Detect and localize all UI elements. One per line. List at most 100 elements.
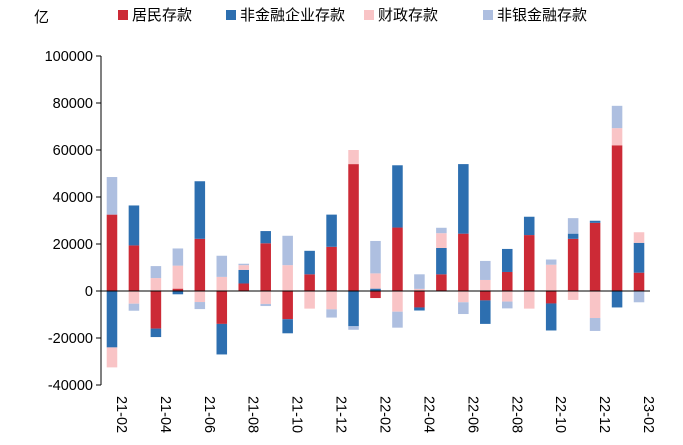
bar-segment-s1-21-11 [304,250,315,275]
plot-area: 100000 80000 60000 40000 20000 0 -20000 -40000 2… [45,49,656,433]
x-tick-label: 22-08 [508,396,524,433]
bar-segment-s0-22-01 [348,164,359,291]
bar-segment-s1-22-11 [567,233,579,239]
bar-segment-s0-22-03 [392,227,403,291]
legend: 居民存款 非金融企业存款 财政存款 非银金融存款 [118,6,587,24]
bar-segment-s3-22-04 [414,274,425,289]
bar-segment-s3-21-06 [194,302,206,310]
bar-segment-s0-22-06 [458,233,469,291]
bar-segment-s1-21-06 [194,181,206,239]
bar-segment-s2-21-08 [238,265,250,270]
x-tick-label: 22-12 [596,396,612,433]
bar-segment-s0-21-09 [260,243,271,291]
y-tick-label: 80000 [53,96,93,112]
bar-segment-s2-22-04 [414,288,425,291]
bar-segment-s0-22-07 [480,291,491,301]
bar-segment-s0-21-12 [326,246,337,291]
bar-segment-s2-22-02 [370,273,381,289]
legend-label: 居民存款 [132,6,192,24]
bar-segment-s2-21-07 [216,276,228,291]
bar-segment-s3-23-01 [611,105,623,129]
bar-segment-s0-21-04 [150,291,162,329]
legend-label: 非银金融存款 [497,6,587,24]
bar-segment-s0-22-12 [589,222,601,291]
bar-segment-s1-21-05 [172,291,184,295]
bar-segment-s1-22-01 [348,291,359,327]
bar-segment-s3-22-05 [436,227,447,234]
bar-segment-s0-21-10 [282,291,293,320]
bar-segment-s2-21-02 [106,347,118,368]
bar-segment-s3-21-04 [150,266,162,279]
y-tick-label: -20000 [48,331,93,347]
bar-segment-s1-22-02 [370,288,381,291]
bar-segment-s0-21-03 [128,245,140,291]
y-tick-label: 100000 [45,49,93,65]
x-tick-label: 21-12 [333,396,349,433]
bar-segment-s2-21-09 [260,291,271,304]
bar-segment-s1-22-09 [523,216,535,236]
bar-segment-s3-21-10 [282,235,293,266]
bar-segment-s3-22-11 [567,218,579,234]
bar-segment-s1-22-07 [480,300,491,324]
y-tick-label: 20000 [53,237,93,253]
bar-segment-s2-23-01 [611,128,623,146]
bar-segment-s0-23-02 [633,272,645,291]
legend-swatch [118,10,128,20]
bar-segment-s2-22-09 [523,291,535,309]
legend-swatch [483,10,493,20]
bar-segment-s1-21-07 [216,323,228,355]
bar-segment-s2-22-08 [501,291,513,302]
x-tick-label: 22-04 [420,396,436,433]
bar-segment-s2-22-05 [436,233,447,248]
bar-segment-s0-22-04 [414,291,425,308]
bar-segment-s0-23-01 [611,145,623,291]
bar-segment-s3-21-12 [326,309,337,318]
bar-segment-s2-21-04 [150,278,162,291]
bar-segment-s0-21-06 [194,238,206,291]
bar-segment-s3-22-01 [348,326,359,330]
bar-segment-s0-22-05 [436,274,447,291]
bar-segment-s1-22-04 [414,307,425,311]
x-tick-label: 23-02 [640,396,656,433]
bar-segment-s1-21-09 [260,231,271,244]
bar-segment-s0-21-11 [304,274,315,291]
bar-segment-s1-21-02 [106,291,118,348]
y-tick-label: 60000 [53,143,93,159]
bar-segment-s3-22-07 [480,260,491,280]
bar-segment-s1-22-06 [458,164,469,234]
bar-segment-s1-23-02 [633,242,645,273]
bar-segment-s2-22-11 [567,291,579,300]
bar-segment-s0-22-09 [523,235,535,291]
bar-segment-s3-21-09 [260,303,271,307]
bar-segment-s2-22-12 [589,291,601,319]
x-tick-label: 21-10 [289,396,305,433]
bar-segment-s1-22-05 [436,248,447,275]
bar-segment-s2-22-06 [458,291,469,303]
bar-segment-s1-21-10 [282,319,293,334]
bar-segment-s3-21-02 [106,177,118,215]
legend-label: 财政存款 [378,6,438,24]
bar-segment-s2-22-01 [348,150,359,165]
bar-segment-s2-21-06 [194,291,206,303]
bar-segment-s1-22-10 [545,303,557,331]
bar-segment-s1-21-08 [238,269,250,284]
bar-segment-s0-22-08 [501,271,513,291]
bar-segment-s0-22-02 [370,291,381,299]
bar-segment-s3-22-12 [589,318,601,331]
legend-swatch [226,10,236,20]
bar-segment-s2-21-12 [326,291,337,310]
x-tick-label: 21-06 [201,396,217,433]
legend-label: 非金融企业存款 [240,6,345,24]
x-tick-label: 21-08 [245,396,261,433]
bar-segment-s0-22-11 [567,238,579,291]
y-tick-label: 0 [85,284,93,300]
bar-segment-s1-22-12 [589,220,601,223]
bar-segment-s3-22-10 [545,259,557,265]
bar-segment-s0-21-07 [216,291,228,324]
y-unit-label: 亿 [34,8,49,26]
bar-segment-s0-21-02 [106,214,118,291]
bar-segment-s0-21-05 [172,288,184,291]
bar-segment-s0-22-10 [545,291,557,304]
bar-segment-s3-21-05 [172,248,184,266]
legend-swatch [364,10,374,20]
